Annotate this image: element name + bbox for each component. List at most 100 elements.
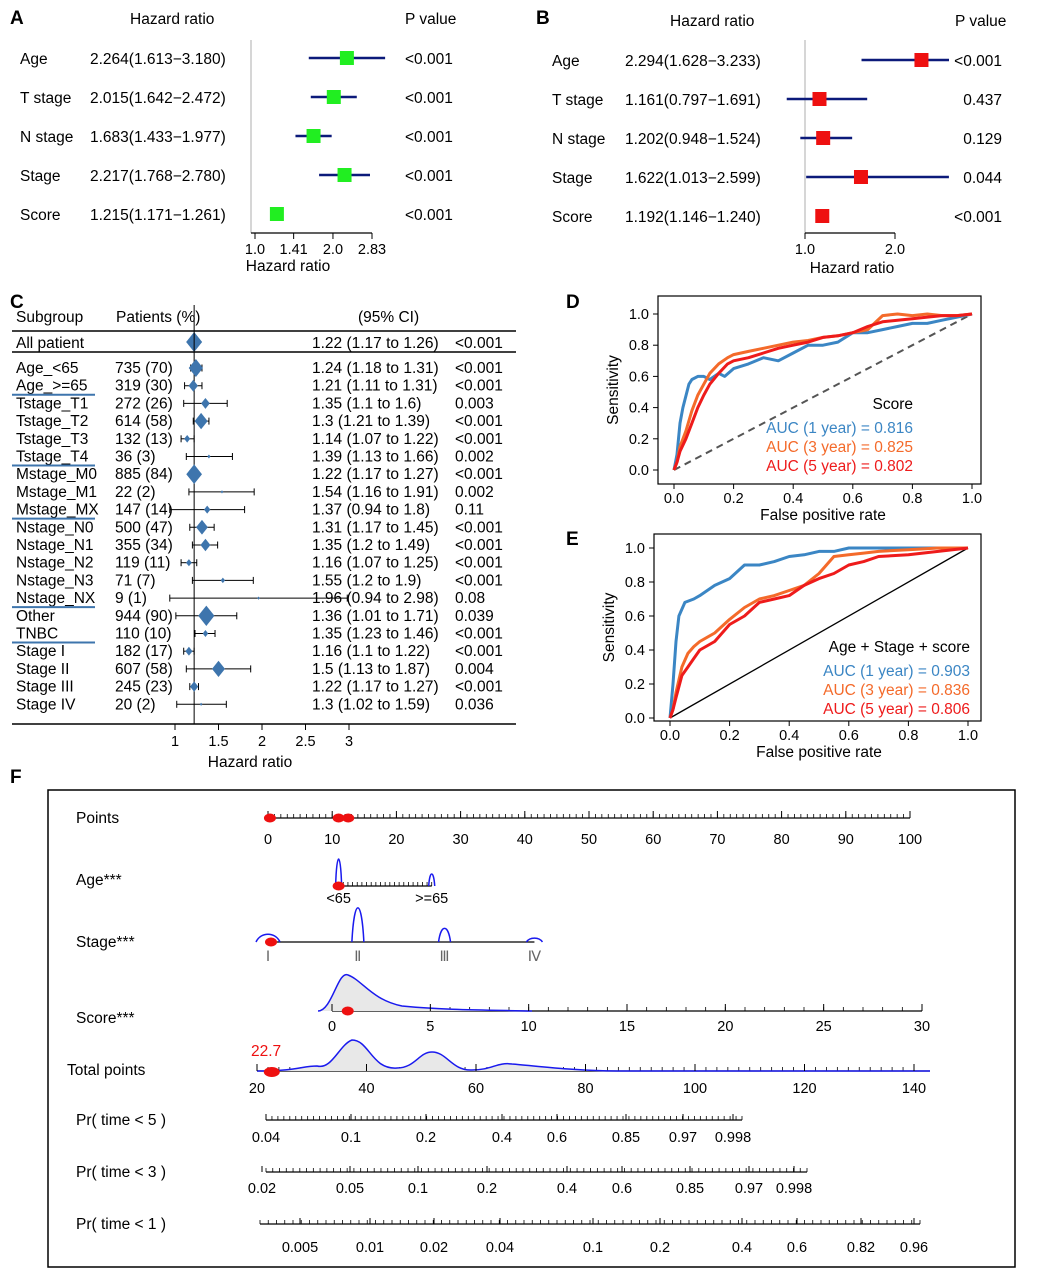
stage-tick-label: Ⅳ	[528, 949, 542, 965]
row-ci: 1.31 (1.17 to 1.45)	[312, 519, 439, 536]
prob-tick-label: 0.998	[776, 1181, 812, 1197]
hr-point	[339, 51, 354, 65]
panel-e: E 0.0 0.0 0.2 0.2 0.4 0.4 0.6 0.6 0.8 0.8 1.0 1.0 Fa…	[566, 529, 982, 761]
row-patients: 22 (2)	[115, 484, 156, 501]
legend-entry: AUC (5 year) = 0.802	[766, 458, 913, 475]
row-label: Tstage_T2	[16, 413, 88, 430]
x-tick-label: 2.83	[358, 242, 386, 258]
total-tick-label: 40	[358, 1081, 374, 1097]
row-p: <0.001	[455, 679, 503, 696]
row-ci: 1.3 (1.21 to 1.39)	[312, 413, 430, 430]
hr-diamond	[186, 559, 192, 567]
header-ci: (95% CI)	[358, 309, 419, 326]
hr-diamond	[198, 605, 215, 626]
panel-label: A	[10, 8, 24, 29]
hr-text: 1.215(1.171−1.261)	[90, 207, 226, 224]
row-patients: 9 (1)	[115, 590, 147, 607]
prob-tick-label: 0.85	[612, 1130, 640, 1146]
roc-curve	[668, 546, 968, 719]
prob-tick-label: 0.04	[252, 1130, 280, 1146]
row-label: Other	[16, 608, 55, 625]
row-patients: 944 (90)	[115, 608, 173, 625]
hr-diamond	[194, 412, 208, 430]
prob-tick-label: 0.97	[735, 1181, 763, 1197]
panel-d: D 0.0 0.0 0.2 0.2 0.4 0.4 0.6 0.6 0.8 0.8 1.0 1.0 Fa…	[566, 292, 982, 524]
legend-entry: AUC (3 year) = 0.825	[766, 439, 913, 456]
row-label: Age	[20, 51, 48, 68]
y-tick-label: 0.0	[625, 711, 645, 727]
hr-text: 2.015(1.642−2.472)	[90, 90, 226, 107]
row-p: <0.001	[455, 572, 503, 589]
x-tick-label: 0.6	[843, 491, 863, 507]
x-tick-label: 0.6	[839, 728, 859, 744]
selected-point	[263, 813, 276, 823]
hr-point	[815, 209, 830, 223]
hr-diamond	[207, 454, 211, 459]
row-p: <0.001	[455, 626, 503, 643]
panel-label: F	[10, 767, 22, 788]
row-p: <0.001	[455, 643, 503, 660]
hr-diamond	[184, 435, 191, 443]
row-ci: 1.16 (1.1 to 1.22)	[312, 643, 430, 660]
prob-tick-label: 0.2	[416, 1130, 436, 1146]
row-p: 0.036	[455, 696, 494, 713]
hr-diamond	[201, 397, 210, 409]
prob-tick-label: 0.4	[732, 1240, 752, 1256]
row-patients: 132 (13)	[115, 431, 173, 448]
total-tick-label: 140	[902, 1081, 926, 1097]
x-tick-label: 2.0	[323, 242, 343, 258]
x-tick-label: 0.0	[664, 491, 684, 507]
row-p: 0.11	[455, 502, 484, 519]
points-tick-label: 40	[517, 832, 533, 848]
row-label: Score	[552, 209, 593, 226]
row-patients: 272 (26)	[115, 395, 173, 412]
points-tick-label: 10	[324, 832, 340, 848]
stage-density	[525, 937, 544, 943]
score-tick-label: 10	[521, 1019, 537, 1035]
row-label: Score	[20, 207, 61, 224]
row-ci: 1.39 (1.13 to 1.66)	[312, 449, 439, 466]
hr-diamond	[257, 596, 260, 600]
row-label: Nstage_N1	[16, 537, 94, 554]
row-label: Age_>=65	[16, 378, 88, 395]
x-tick-label: 3	[345, 734, 353, 750]
prob-tick-label: 0.02	[248, 1181, 276, 1197]
hr-diamond	[190, 681, 199, 692]
x-axis-label: Hazard ratio	[810, 260, 894, 277]
total-tick-label: 100	[683, 1081, 707, 1097]
x-tick-label: 1.0	[795, 242, 815, 258]
points-tick-label: 60	[645, 832, 661, 848]
points-tick-label: 30	[453, 832, 469, 848]
row-label: Age_<65	[16, 360, 79, 377]
y-tick-label: 1.0	[629, 307, 649, 323]
hr-text: 1.683(1.433−1.977)	[90, 129, 226, 146]
score-density	[317, 974, 533, 1012]
row-ci: 1.22 (1.17 to 1.27)	[312, 679, 439, 696]
row-patients: 110 (10)	[115, 626, 172, 643]
y-tick-label: 0.2	[629, 432, 649, 448]
x-tick-label: 1.0	[245, 242, 265, 258]
row-patients: 245 (23)	[115, 679, 173, 696]
row-ci: 1.37 (0.94 to 1.8)	[312, 502, 430, 519]
plot-frame	[657, 295, 982, 485]
row-label: Age	[552, 53, 580, 70]
row-p: 0.004	[455, 661, 494, 678]
row-ci: 1.21 (1.11 to 1.31)	[312, 378, 438, 395]
prob-tick-label: 0.6	[612, 1181, 632, 1197]
hr-text: 1.622(1.013−2.599)	[625, 170, 761, 187]
legend-title: Age + Stage + score	[829, 639, 970, 656]
p-value: 0.437	[963, 92, 1002, 109]
stage-tick-label: Ⅱ	[354, 949, 361, 965]
p-value: 0.129	[963, 131, 1002, 148]
roc-curve	[668, 546, 968, 719]
total-tick-label: 60	[468, 1081, 484, 1097]
y-axis-label: Sensitivity	[601, 592, 618, 662]
total-point	[263, 1067, 280, 1077]
points-tick-label: 50	[581, 832, 597, 848]
p-value: <0.001	[405, 129, 453, 146]
row-label: Stage I	[16, 643, 65, 660]
row-patients: 182 (17)	[115, 643, 173, 660]
hr-point	[337, 168, 352, 182]
stage-density	[255, 933, 281, 943]
